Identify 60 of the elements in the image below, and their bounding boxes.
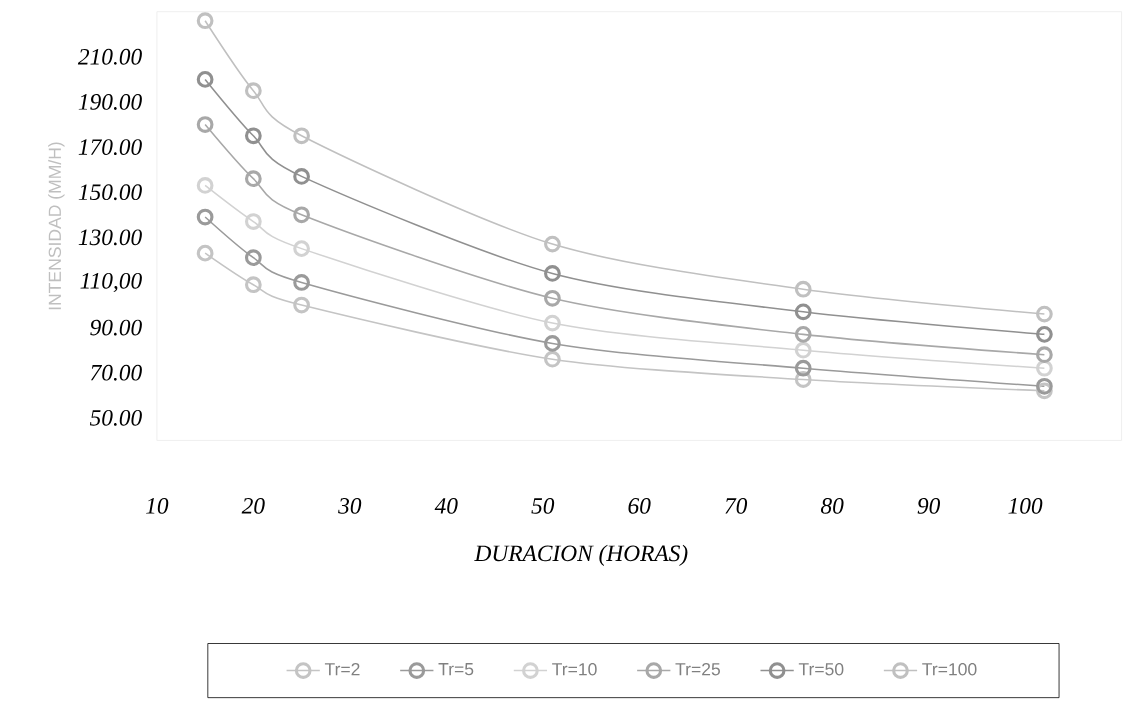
x-tick-label: 70 <box>725 498 748 514</box>
x-tick-label: 90 <box>917 498 941 514</box>
point <box>293 206 310 224</box>
legend-label: Tr=2 <box>324 663 360 676</box>
point <box>1036 305 1053 323</box>
y-tick-label: 130.00 <box>78 229 142 246</box>
x-tick-label: 60 <box>628 498 651 514</box>
point <box>794 342 812 359</box>
x-tick-label: 100 <box>1008 498 1043 514</box>
legend-label: Tr=100 <box>922 663 977 676</box>
x-tick-label: 80 <box>820 498 844 514</box>
x-tick-label: 50 <box>531 498 555 514</box>
point <box>244 276 262 294</box>
point <box>1036 346 1053 364</box>
point <box>544 265 561 283</box>
point <box>544 290 561 307</box>
point <box>293 127 310 145</box>
legend-label: Tr=25 <box>675 663 720 676</box>
y-tick-label: 110,00 <box>80 273 142 293</box>
y-tick-label: 190.00 <box>78 94 142 111</box>
legend-label: Tr=50 <box>798 663 844 676</box>
point <box>544 351 561 368</box>
x-tick-label: 10 <box>146 498 169 514</box>
point <box>293 240 310 258</box>
point <box>244 127 262 145</box>
point <box>1036 326 1053 343</box>
point <box>794 360 812 377</box>
point <box>794 281 812 298</box>
point <box>196 177 214 195</box>
point <box>244 249 262 267</box>
point <box>196 71 214 88</box>
point <box>293 296 310 314</box>
y-tick-label: 170.00 <box>78 139 142 156</box>
point <box>794 303 812 321</box>
x-axis-title: DURACION (HORAS) <box>474 544 688 567</box>
point <box>244 82 262 100</box>
point <box>544 235 561 253</box>
y-tick-label: 90.00 <box>90 319 142 336</box>
point <box>293 168 310 186</box>
x-tick-label: 20 <box>241 498 265 514</box>
point <box>544 335 561 352</box>
point <box>196 12 214 30</box>
point <box>196 116 214 134</box>
point <box>794 326 812 343</box>
point <box>1036 378 1053 395</box>
y-axis-title: INTENSIDAD (MM/H) <box>48 142 65 310</box>
point <box>244 213 262 231</box>
y-tick-label: 70.00 <box>90 365 142 381</box>
point <box>196 244 214 262</box>
x-tick-label: 30 <box>338 498 362 514</box>
x-tick-label: 40 <box>434 498 458 514</box>
y-tick-label: 150.00 <box>78 184 142 201</box>
y-tick-label: 210.00 <box>77 49 142 65</box>
point <box>544 314 561 332</box>
point <box>293 274 310 292</box>
y-tick-label: 50.00 <box>89 410 142 427</box>
legend-label: Tr=10 <box>552 663 597 676</box>
legend-label: Tr=5 <box>438 663 474 676</box>
point <box>196 208 214 226</box>
point <box>244 170 262 188</box>
